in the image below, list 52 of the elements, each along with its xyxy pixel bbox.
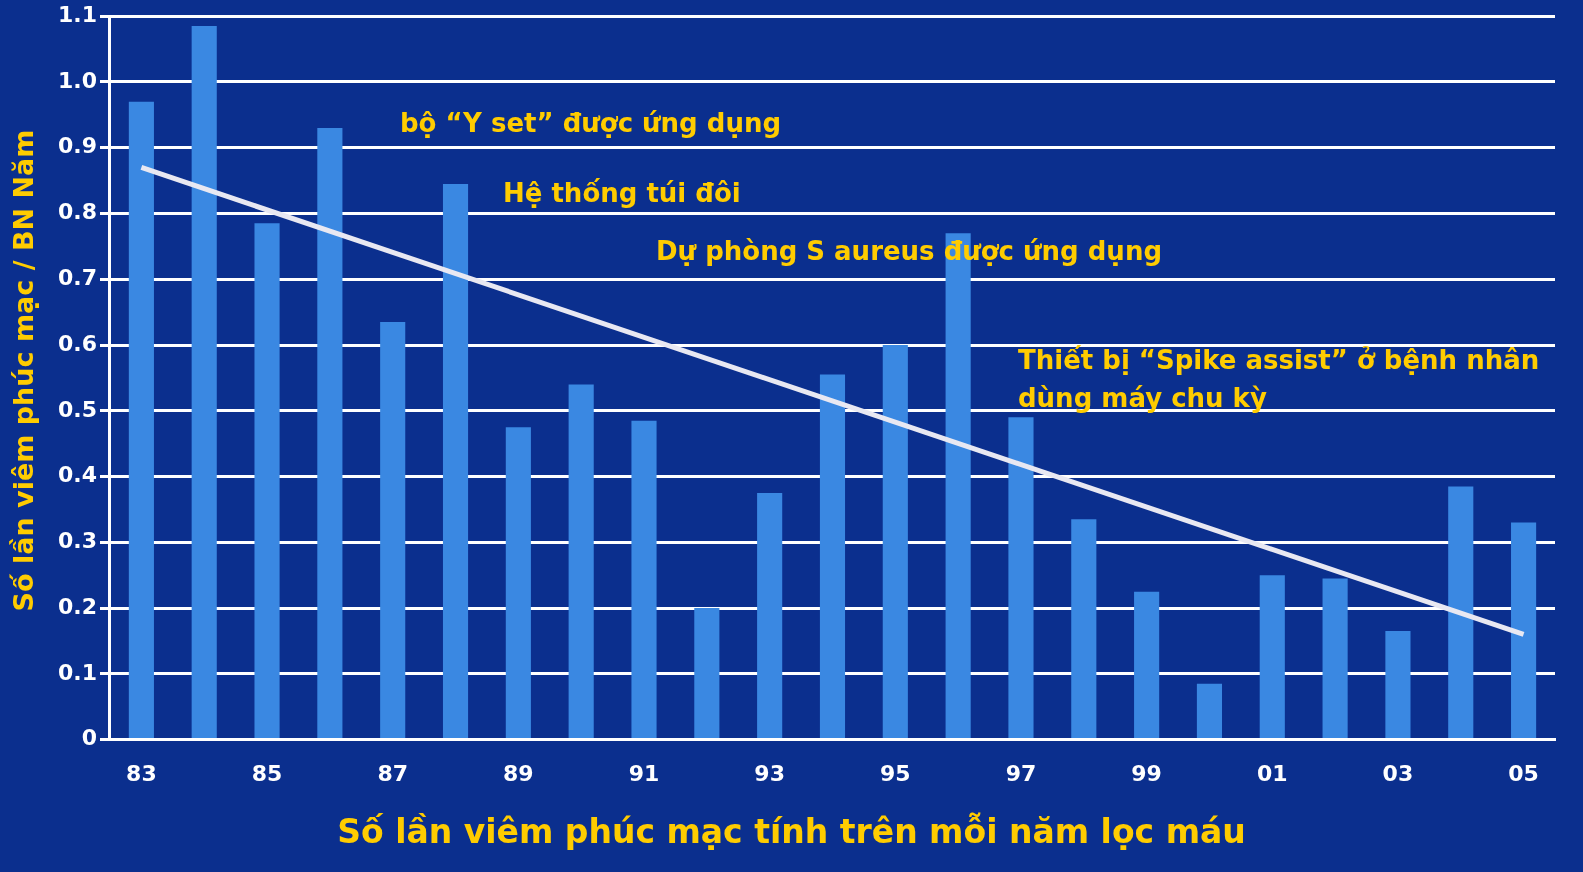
y-tick-label: 0.4 xyxy=(57,462,97,488)
x-tick-label: 83 xyxy=(126,760,157,786)
y-tick-label: 0.2 xyxy=(57,593,97,619)
y-tick-label: 1.1 xyxy=(57,1,97,27)
x-tick-label: 87 xyxy=(377,760,409,786)
y-tick-label: 0.5 xyxy=(57,396,97,422)
x-tick-label: 01 xyxy=(1256,760,1288,786)
y-tick-label: 0.1 xyxy=(57,659,97,685)
y-tick-label: 0 xyxy=(81,725,97,751)
x-tick-label: 93 xyxy=(754,760,785,786)
annotation: bộ “Y set” được ứng dụng xyxy=(400,107,782,138)
bar xyxy=(1259,575,1285,739)
bar xyxy=(1196,683,1223,739)
bar xyxy=(1385,631,1411,739)
bar xyxy=(254,223,280,739)
x-tick-label: 89 xyxy=(503,760,534,786)
x-tick-label: 05 xyxy=(1508,760,1539,786)
annotation: Thiết bị “Spike assist” ở bệnh nhân dùng máy chu kỳ xyxy=(1018,344,1540,413)
x-axis-title: Số lần viêm phúc mạc tính trên mỗi năm lọc máu xyxy=(336,812,1247,851)
x-tick-label: 03 xyxy=(1382,760,1414,786)
bar xyxy=(694,608,720,739)
bar xyxy=(317,128,343,739)
bar xyxy=(1448,486,1474,739)
bar xyxy=(1134,591,1160,739)
y-tick-label: 1.0 xyxy=(57,67,97,93)
bar xyxy=(505,427,531,739)
x-tick-label: 85 xyxy=(251,760,283,786)
y-tick-label: 0.3 xyxy=(57,528,97,554)
bar xyxy=(819,374,846,739)
annotation: Hệ thống túi đôi xyxy=(503,177,741,208)
bar xyxy=(1071,519,1097,739)
bar xyxy=(568,384,594,739)
bar xyxy=(380,322,406,739)
bar xyxy=(191,26,217,739)
bar xyxy=(442,183,469,739)
y-tick-label: 0.8 xyxy=(57,199,97,225)
y-tick-label: 0.7 xyxy=(57,264,97,290)
annotation: Dự phòng S aureus được ứng dụng xyxy=(656,235,1162,266)
bar xyxy=(631,420,657,739)
bar xyxy=(1322,578,1348,739)
y-axis-title: Số lần viêm phúc mạc / BN Năm xyxy=(8,129,40,611)
y-tick-label: 0.9 xyxy=(57,133,97,159)
x-tick-label: 91 xyxy=(628,760,660,786)
x-tick-label: 95 xyxy=(880,760,911,786)
bar xyxy=(128,101,154,739)
y-tick-label: 0.6 xyxy=(57,330,97,356)
bar xyxy=(757,492,783,739)
bar xyxy=(1511,522,1537,739)
bar xyxy=(1008,417,1034,739)
bar xyxy=(882,345,908,739)
x-tick-label: 97 xyxy=(1005,760,1037,786)
x-tick-label: 99 xyxy=(1131,760,1162,786)
